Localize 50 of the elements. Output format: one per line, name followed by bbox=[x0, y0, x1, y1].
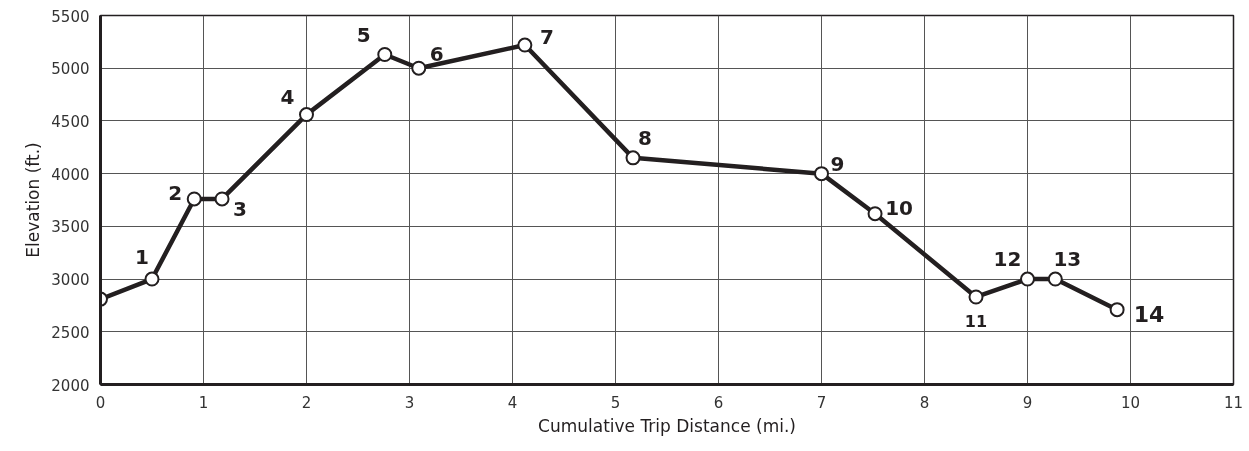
annotation: 4 bbox=[280, 84, 295, 109]
y-tick-label: 4000 bbox=[51, 165, 90, 184]
point bbox=[144, 271, 160, 287]
point bbox=[214, 191, 230, 207]
annotation: 7 bbox=[539, 25, 554, 50]
annotation: 8 bbox=[638, 125, 652, 150]
x-axis-title: Cumulative Trip Distance (mi.) bbox=[538, 415, 796, 436]
point bbox=[814, 166, 829, 182]
x-tick-label: 4 bbox=[507, 393, 518, 412]
y-tick-label: 4500 bbox=[51, 112, 90, 131]
point bbox=[867, 206, 883, 222]
annotation: 14 bbox=[1133, 301, 1165, 327]
annotation: 6 bbox=[429, 42, 444, 67]
y-axis-title: Elevation (ft.) bbox=[23, 142, 44, 258]
x-tick-label: 5 bbox=[610, 393, 621, 412]
y-tick-label: 2500 bbox=[51, 323, 90, 342]
x-tick-label: 3 bbox=[404, 393, 415, 412]
annotation: 11 bbox=[964, 311, 988, 331]
point bbox=[186, 191, 202, 207]
annotation: 9 bbox=[830, 151, 845, 176]
point bbox=[299, 107, 314, 123]
x-tick-label: 10 bbox=[1120, 393, 1141, 412]
point bbox=[1047, 271, 1063, 287]
y-tick-label: 5000 bbox=[51, 60, 90, 79]
x-tick-label: 1 bbox=[198, 393, 209, 412]
annotation: 12 bbox=[993, 247, 1022, 272]
point bbox=[1020, 271, 1035, 287]
point bbox=[411, 60, 427, 76]
x-tick-label: 6 bbox=[713, 393, 724, 412]
point bbox=[625, 150, 641, 166]
y-tick-label: 3500 bbox=[51, 218, 90, 237]
x-tick-label: 8 bbox=[919, 393, 930, 412]
x-tick-label: 7 bbox=[816, 393, 827, 412]
annotation: 10 bbox=[885, 195, 913, 220]
x-tick-label: 0 bbox=[95, 393, 106, 412]
x-tick-label: 9 bbox=[1022, 393, 1033, 412]
y-tick-label: 3000 bbox=[51, 271, 90, 290]
point bbox=[968, 289, 984, 305]
annotation: 2 bbox=[168, 180, 183, 205]
x-tick-label: 2 bbox=[301, 393, 312, 412]
point bbox=[1109, 302, 1125, 318]
y-tick-label: 5500 bbox=[51, 7, 90, 26]
annotation: 1 bbox=[135, 245, 149, 270]
y-tick-label: 2000 bbox=[51, 376, 90, 395]
annotation: 5 bbox=[356, 22, 371, 47]
x-tick-label: 11 bbox=[1223, 393, 1244, 412]
point bbox=[377, 47, 393, 62]
point bbox=[517, 37, 533, 53]
annotation: 13 bbox=[1053, 247, 1082, 272]
annotation: 3 bbox=[233, 196, 247, 221]
